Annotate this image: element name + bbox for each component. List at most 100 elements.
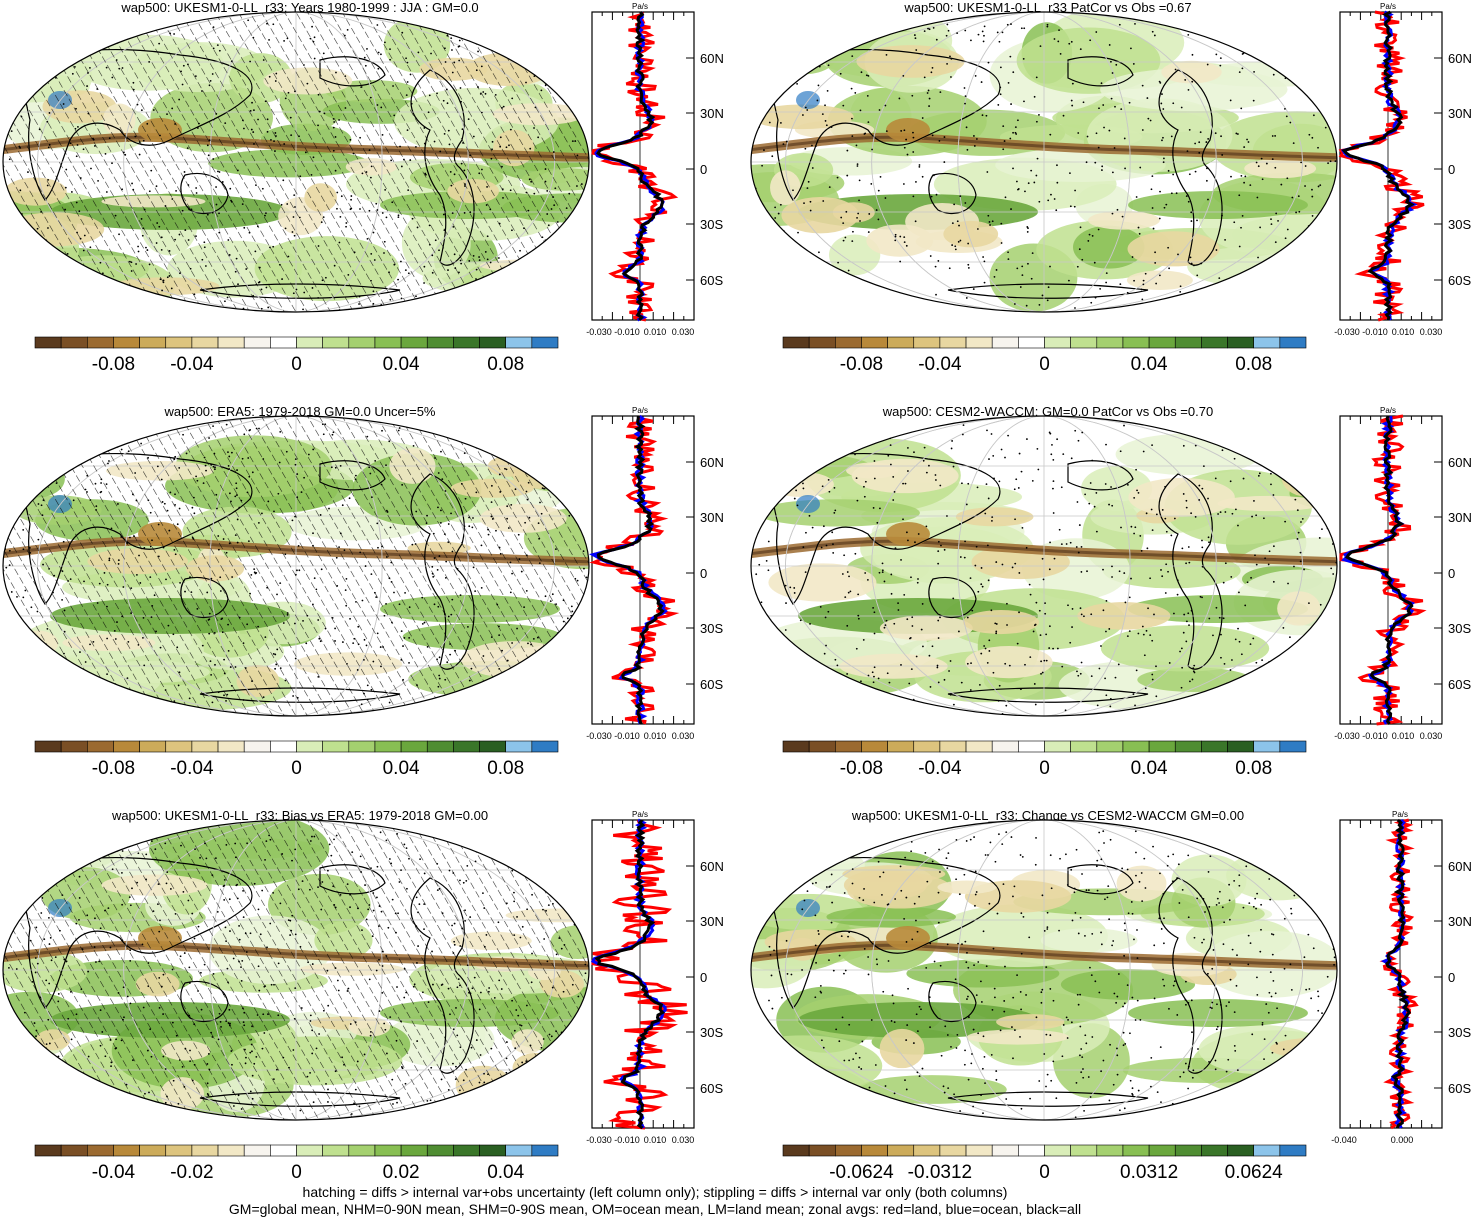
stipple-dot bbox=[1000, 448, 1003, 451]
stipple-dot bbox=[1308, 457, 1311, 460]
colorbar-swatch bbox=[1174, 336, 1202, 349]
stipple-dot bbox=[1238, 591, 1240, 594]
stipple-dot bbox=[1253, 500, 1255, 502]
stipple-dot bbox=[840, 426, 842, 429]
stipple-dot bbox=[959, 523, 961, 525]
stipple-dot bbox=[863, 485, 865, 488]
stipple-dot bbox=[1314, 455, 1316, 458]
land-zonal-mean-line bbox=[1379, 818, 1419, 1130]
colorbar-swatch bbox=[426, 740, 454, 753]
stipple-dot bbox=[797, 39, 800, 42]
stipple-dot bbox=[19, 913, 22, 916]
stipple-dot bbox=[868, 1086, 871, 1089]
stipple-dot bbox=[581, 883, 584, 886]
stipple-dot bbox=[1284, 237, 1287, 240]
stipple-dot bbox=[1007, 251, 1009, 254]
stipple-dot bbox=[1292, 142, 1295, 145]
stipple-dot bbox=[1190, 211, 1193, 214]
stipple-dot bbox=[536, 38, 539, 41]
stipple-dot bbox=[994, 860, 997, 863]
stipple-dot bbox=[831, 1084, 834, 1087]
stipple-dot bbox=[885, 130, 888, 133]
stipple-dot bbox=[913, 707, 915, 710]
stipple-dot bbox=[841, 573, 844, 575]
stipple-dot bbox=[1031, 252, 1034, 255]
stipple-dot bbox=[873, 460, 876, 462]
stipple-dot bbox=[1176, 877, 1179, 879]
stipple-dot bbox=[1311, 215, 1314, 217]
stipple-dot bbox=[1040, 672, 1042, 675]
zonal-plot-frame bbox=[591, 819, 695, 1129]
stipple-dot bbox=[1154, 251, 1156, 254]
stipple-dot bbox=[17, 233, 19, 236]
stipple-dot bbox=[824, 104, 826, 107]
colorbar-label: 0.04 bbox=[1131, 354, 1168, 375]
stipple-dot bbox=[772, 681, 775, 683]
stipple-dot bbox=[794, 1082, 796, 1085]
stipple-dot bbox=[971, 609, 974, 612]
stipple-dot bbox=[1242, 906, 1245, 909]
stipple-dot bbox=[1271, 953, 1274, 956]
stipple-dot bbox=[1059, 857, 1061, 860]
stipple-dot bbox=[1307, 81, 1310, 84]
stipple-dot bbox=[1076, 501, 1079, 503]
stipple-dot bbox=[994, 622, 997, 625]
stipple-dot bbox=[806, 890, 809, 893]
stipple-dot bbox=[1123, 922, 1126, 925]
stipple-dot bbox=[992, 454, 995, 457]
stipple-dot bbox=[94, 680, 97, 683]
stipple-dot bbox=[1005, 704, 1008, 707]
stipple-dot bbox=[847, 591, 850, 594]
colorbar-label: 0 bbox=[1039, 758, 1050, 779]
stipple-dot bbox=[1021, 265, 1024, 268]
stipple-dot bbox=[40, 297, 43, 300]
stipple-dot bbox=[1255, 279, 1258, 281]
stipple-dot bbox=[929, 255, 932, 257]
stipple-dot bbox=[1064, 709, 1067, 712]
coastline bbox=[771, 48, 1001, 201]
stipple-dot bbox=[25, 857, 28, 860]
stipple-dot bbox=[1116, 1054, 1119, 1057]
stipple-dot bbox=[20, 479, 22, 481]
stipple-dot bbox=[1035, 120, 1038, 123]
stipple-dot bbox=[1105, 272, 1108, 275]
stipple-dot bbox=[792, 276, 795, 278]
stipple-dot bbox=[13, 65, 16, 68]
stipple-dot bbox=[917, 578, 919, 580]
colorbar-label: -0.04 bbox=[170, 354, 214, 375]
stipple-dot bbox=[1175, 192, 1178, 195]
stipple-dot bbox=[937, 891, 940, 894]
stipple-dot bbox=[851, 831, 853, 834]
stipple-dot bbox=[1240, 653, 1243, 656]
stipple-dot bbox=[1109, 838, 1112, 841]
stipple-dot bbox=[1293, 565, 1295, 568]
stipple-dot bbox=[793, 587, 796, 589]
stipple-dot bbox=[1235, 984, 1238, 987]
stipple-dot bbox=[893, 491, 896, 493]
stipple-dot bbox=[877, 677, 880, 680]
stipple-dot bbox=[1219, 511, 1222, 513]
stipple-dot bbox=[1190, 512, 1193, 515]
x-tick-label: 0.030 bbox=[672, 731, 695, 741]
stipple-dot bbox=[921, 117, 924, 119]
stipple-dot bbox=[588, 263, 589, 265]
stipple-dot bbox=[44, 663, 46, 666]
stipple-dot bbox=[1290, 907, 1292, 910]
ascent-region bbox=[768, 563, 877, 602]
stipple-dot bbox=[867, 973, 870, 976]
stipple-dot bbox=[1252, 637, 1255, 640]
highland-descent bbox=[796, 899, 820, 917]
stipple-dot bbox=[768, 459, 771, 462]
lat-label: 60S bbox=[700, 677, 723, 692]
stipple-dot bbox=[1194, 515, 1197, 518]
stipple-dot bbox=[907, 447, 909, 449]
stipple-dot bbox=[1100, 82, 1103, 85]
stipple-dot bbox=[1267, 1011, 1270, 1014]
stipple-dot bbox=[1076, 670, 1078, 673]
stipple-dot bbox=[1219, 64, 1222, 67]
stipple-dot bbox=[879, 175, 882, 178]
stipple-dot bbox=[974, 893, 977, 896]
stipple-dot bbox=[37, 1104, 40, 1107]
stipple-dot bbox=[516, 686, 518, 689]
stipple-dot bbox=[1020, 1008, 1022, 1011]
